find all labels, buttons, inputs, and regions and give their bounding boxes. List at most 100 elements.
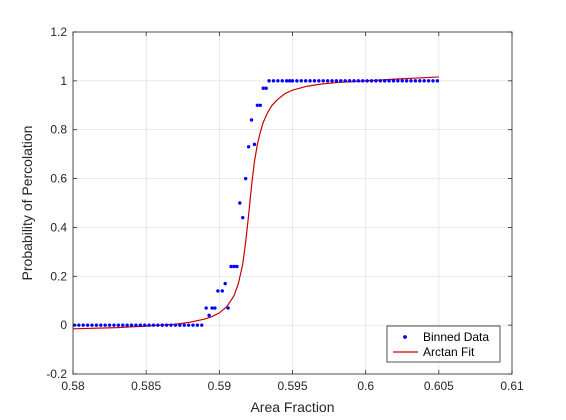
data-point bbox=[216, 289, 220, 293]
data-point bbox=[235, 264, 239, 269]
data-point bbox=[290, 79, 295, 83]
data-point bbox=[173, 323, 178, 327]
data-point bbox=[264, 86, 268, 90]
data-point bbox=[246, 145, 251, 149]
data-point bbox=[160, 323, 164, 327]
data-point bbox=[99, 323, 103, 327]
data-point bbox=[112, 323, 116, 327]
data-point bbox=[249, 118, 254, 122]
data-point bbox=[365, 79, 369, 83]
data-point bbox=[182, 323, 186, 327]
data-point bbox=[369, 79, 374, 83]
x-tick-label: 0.59 bbox=[208, 379, 232, 393]
y-tick-label: 0.6 bbox=[50, 172, 67, 186]
data-point bbox=[94, 323, 99, 327]
data-point bbox=[134, 323, 138, 327]
x-tick-labels: 0.58 0.585 0.59 0.595 0.6 0.605 0.61 bbox=[61, 379, 524, 393]
data-point bbox=[418, 79, 422, 83]
data-point bbox=[103, 323, 107, 327]
x-tick-label: 0.61 bbox=[500, 379, 524, 393]
data-point bbox=[267, 79, 271, 83]
data-point bbox=[138, 323, 143, 327]
data-point bbox=[391, 79, 396, 83]
legend: Binned Data Arctan Fit bbox=[386, 325, 501, 363]
data-point bbox=[204, 306, 208, 310]
data-point bbox=[330, 79, 334, 83]
data-point bbox=[210, 306, 214, 310]
data-point bbox=[191, 323, 195, 327]
y-tick-label: 1 bbox=[60, 74, 67, 88]
data-point bbox=[431, 79, 435, 83]
y-tick-label: -0.2 bbox=[46, 367, 67, 381]
x-tick-label: 0.6 bbox=[357, 379, 374, 393]
data-point bbox=[143, 323, 147, 327]
data-point bbox=[125, 323, 129, 327]
x-tick-label: 0.58 bbox=[61, 379, 85, 393]
data-point bbox=[213, 306, 217, 310]
data-point bbox=[325, 79, 330, 83]
data-point bbox=[382, 79, 387, 83]
data-point bbox=[220, 289, 224, 293]
data-point bbox=[409, 79, 413, 83]
data-point bbox=[232, 264, 236, 269]
data-point bbox=[287, 79, 292, 83]
data-point bbox=[396, 79, 400, 83]
y-tick-label: 1.2 bbox=[50, 25, 67, 39]
data-point bbox=[400, 79, 404, 83]
data-point bbox=[299, 79, 303, 83]
y-tick-label: 0.2 bbox=[50, 269, 67, 283]
data-point bbox=[413, 79, 418, 83]
data-point bbox=[81, 323, 85, 327]
data-point bbox=[308, 79, 312, 83]
data-point bbox=[404, 79, 409, 83]
tick-marks bbox=[72, 31, 513, 375]
data-point bbox=[343, 79, 347, 83]
x-tick-label: 0.605 bbox=[424, 379, 454, 393]
data-point bbox=[276, 79, 280, 83]
data-point bbox=[77, 323, 81, 327]
data-point bbox=[229, 264, 233, 269]
data-point bbox=[241, 215, 245, 220]
data-point bbox=[129, 323, 134, 327]
data-point bbox=[85, 323, 90, 327]
data-point bbox=[280, 79, 284, 83]
legend-label-binned-data: Binned Data bbox=[423, 330, 489, 344]
data-point bbox=[238, 201, 242, 205]
data-point bbox=[151, 323, 156, 327]
data-point bbox=[186, 323, 191, 327]
data-point bbox=[334, 79, 339, 83]
data-point bbox=[178, 323, 182, 327]
data-point bbox=[223, 281, 227, 286]
data-point bbox=[387, 79, 391, 83]
data-point bbox=[226, 306, 230, 310]
legend-label-arctan-fit: Arctan Fit bbox=[423, 345, 475, 359]
series-line-arctan-fit bbox=[72, 76, 439, 330]
data-point bbox=[164, 323, 169, 327]
data-point bbox=[435, 79, 440, 83]
data-point bbox=[147, 323, 151, 327]
data-point bbox=[258, 103, 263, 107]
data-point bbox=[261, 86, 265, 90]
data-point bbox=[107, 323, 112, 327]
data-point bbox=[255, 103, 260, 107]
data-point bbox=[356, 79, 361, 83]
y-tick-label: 0.8 bbox=[50, 123, 67, 137]
y-tick-labels: -0.2 0 0.2 0.4 0.6 0.8 1 1.2 bbox=[46, 25, 67, 381]
data-point bbox=[121, 323, 125, 327]
data-point bbox=[284, 79, 289, 83]
x-tick-label: 0.585 bbox=[131, 379, 161, 393]
data-point bbox=[195, 323, 200, 327]
data-point bbox=[295, 79, 299, 83]
y-tick-label: 0.4 bbox=[50, 220, 67, 234]
legend-marker-binned-data bbox=[403, 335, 407, 339]
legend-box bbox=[386, 325, 501, 363]
plot-area bbox=[72, 76, 440, 330]
data-point bbox=[271, 79, 276, 83]
data-point bbox=[169, 323, 173, 327]
data-point bbox=[303, 79, 308, 83]
x-axis-label: Area Fraction bbox=[250, 399, 334, 415]
data-point bbox=[378, 79, 382, 83]
data-point bbox=[422, 79, 426, 83]
y-tick-label: 0 bbox=[60, 318, 67, 332]
y-axis-label: Probability of Percolation bbox=[19, 126, 35, 281]
